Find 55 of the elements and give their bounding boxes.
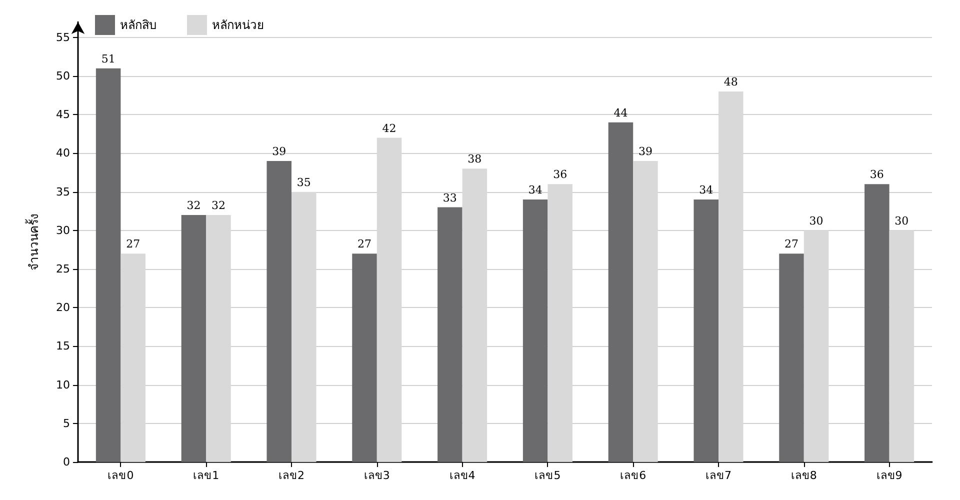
bar [438,207,462,462]
x-tick-label: เลข8 [790,469,817,482]
data-label: 30 [894,214,909,228]
y-tick-label: 0 [63,456,70,468]
data-label: 30 [809,214,824,228]
bar [864,184,890,462]
x-tick-label: เลข7 [706,469,732,482]
y-tick-label: 30 [56,224,70,237]
data-label: 34 [528,184,542,197]
y-tick-label: 5 [63,416,70,430]
bar [96,68,121,462]
bar [266,160,292,462]
x-tick-label: เลข1 [193,469,220,482]
y-tick-label: 10 [56,378,70,392]
x-tick-label: เลข9 [876,469,902,482]
x-tick-label: เลข0 [108,469,134,482]
bar [694,200,718,462]
data-label: 35 [296,176,311,189]
x-tick-label: เลข4 [449,469,476,482]
x-tick-label: เลข3 [364,469,390,482]
data-label: 27 [358,238,372,251]
y-axis-title: จำนวนครั้ง [25,214,41,270]
legend-label: หลักสิบ [120,18,157,32]
data-label: 36 [553,168,568,182]
y-tick-label: 40 [56,146,70,160]
bar [181,214,206,462]
x-tick-label: เลข2 [278,469,304,482]
y-tick-label: 35 [56,185,70,198]
data-label: 27 [784,238,799,251]
y-tick-label: 45 [56,108,70,122]
legend-label: หลักหน่วย [212,18,264,32]
data-label: 39 [638,144,652,158]
x-tick-label: เลข6 [620,469,646,482]
bar [522,200,548,462]
y-tick-label: 15 [56,340,70,353]
data-label: 48 [724,75,738,88]
data-label: 36 [870,168,884,182]
data-label: 38 [468,152,482,166]
bar [608,122,634,462]
y-tick-label: 55 [56,30,70,44]
bar [779,254,804,462]
bar [352,254,377,462]
data-label: 33 [442,191,457,204]
data-label: 51 [101,52,116,66]
y-tick-label: 25 [56,262,70,276]
data-label: 42 [382,122,396,135]
x-tick-label: เลข5 [534,469,561,482]
data-label: 44 [614,106,628,120]
y-tick-label: 20 [56,301,70,314]
data-label: 39 [272,144,286,158]
data-label: 34 [699,184,714,197]
y-tick-label: 50 [56,70,70,83]
data-label: 32 [211,198,226,212]
data-label: 32 [186,198,201,212]
data-label: 27 [126,238,140,251]
